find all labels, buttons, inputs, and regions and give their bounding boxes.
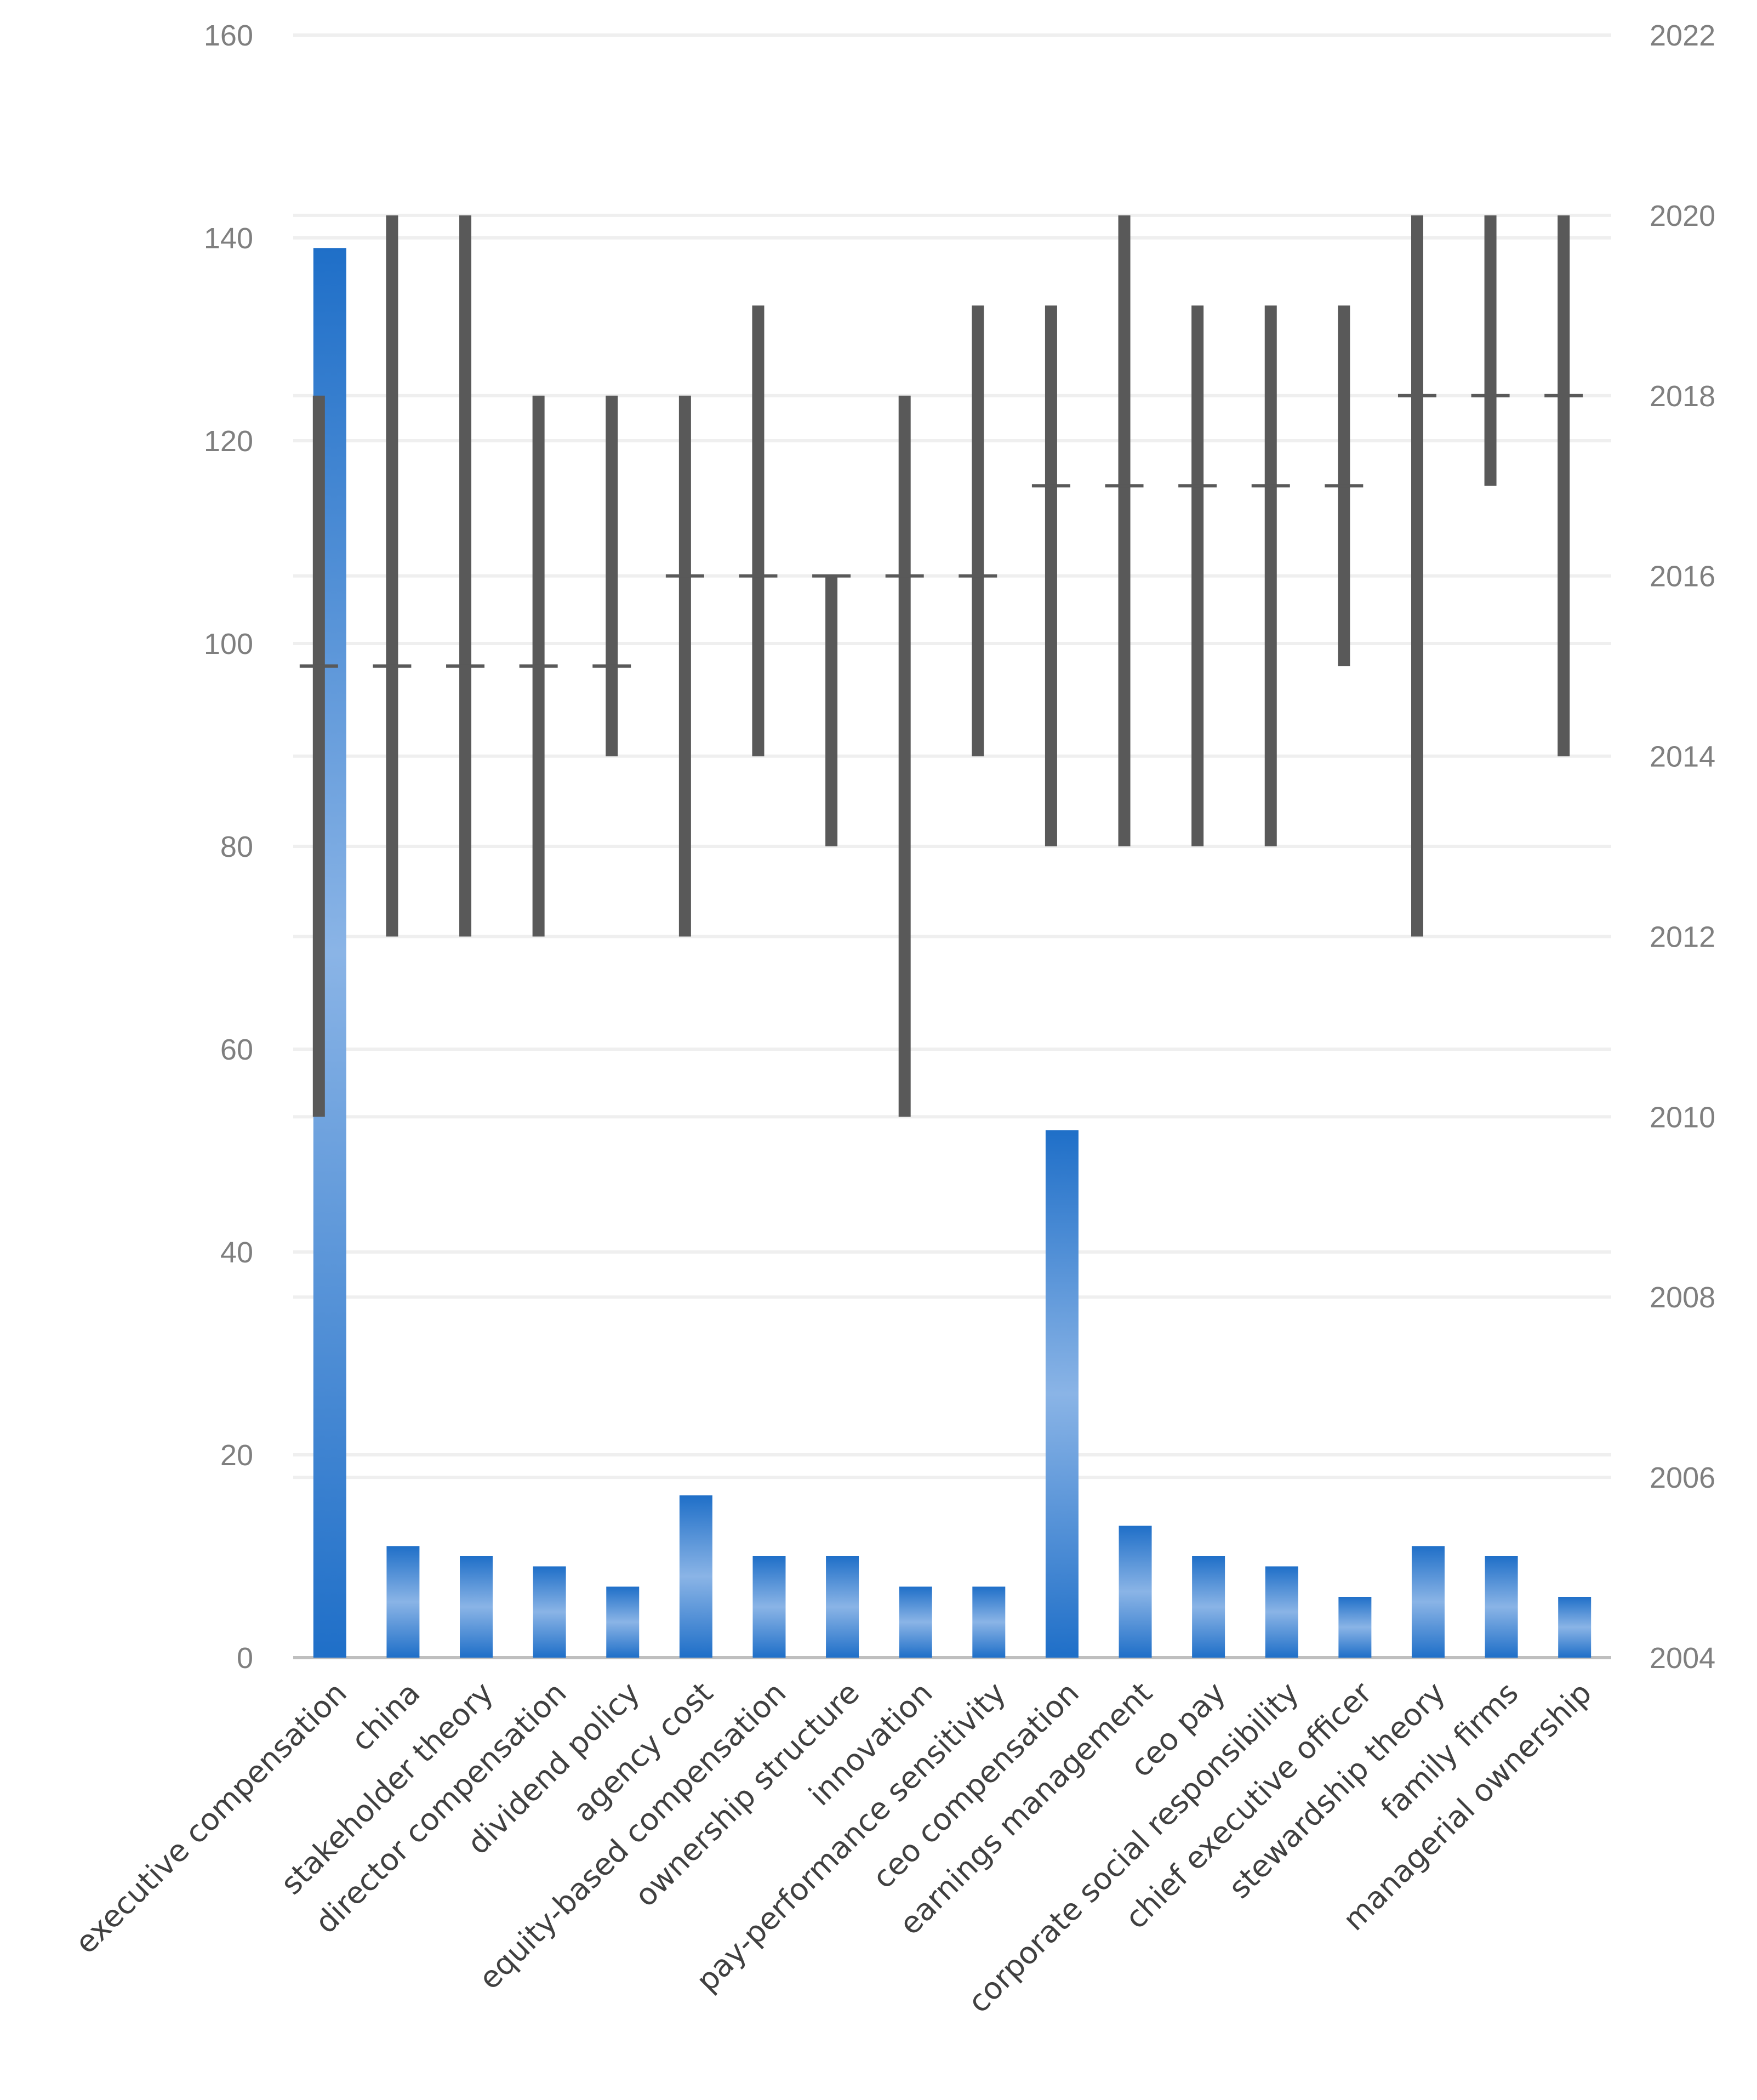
y-right-tick-label: 2004 — [1650, 1642, 1715, 1675]
bar-8 — [826, 1556, 859, 1658]
y-right-tick-label: 2018 — [1650, 380, 1715, 413]
y-left-tick-label: 0 — [237, 1642, 253, 1675]
y-right-tick-label: 2008 — [1650, 1281, 1715, 1314]
bar-12 — [1119, 1526, 1152, 1658]
y-right-tick-label: 2022 — [1650, 19, 1715, 52]
bar-3 — [460, 1556, 493, 1658]
y-right-tick-label: 2010 — [1650, 1101, 1715, 1134]
y-left-tick-label: 160 — [204, 19, 253, 52]
bar-2 — [386, 1546, 420, 1658]
bar-7 — [752, 1556, 786, 1658]
bar-6 — [679, 1495, 712, 1658]
bar-5 — [606, 1586, 640, 1658]
bar-18 — [1558, 1597, 1591, 1658]
year-range-series — [299, 215, 1583, 1117]
y-left-tick-label: 40 — [220, 1236, 253, 1269]
y-right-tick-label: 2012 — [1650, 920, 1715, 953]
y-left-tick-label: 80 — [220, 830, 253, 863]
y-left-tick-label: 100 — [204, 628, 253, 661]
y-right-tick-label: 2006 — [1650, 1461, 1715, 1494]
bar-10 — [972, 1586, 1006, 1658]
bar-4 — [533, 1566, 566, 1658]
y-right-tick-label: 2016 — [1650, 560, 1715, 593]
bar-11 — [1045, 1130, 1079, 1658]
left-axis: 0 20 40 60 80 100 120 140 160 — [204, 19, 253, 1675]
right-axis: 2004 2006 2008 2010 2012 2014 2016 2018 2020 2022 — [1650, 19, 1715, 1675]
bar-13 — [1192, 1556, 1225, 1658]
gridlines — [293, 33, 1611, 1659]
y-right-tick-label: 2014 — [1650, 741, 1715, 773]
bar-17 — [1485, 1556, 1518, 1658]
bar-14 — [1265, 1566, 1298, 1658]
y-left-tick-label: 60 — [220, 1033, 253, 1066]
frequency-bars — [313, 248, 1591, 1658]
bar-15 — [1338, 1597, 1372, 1658]
y-left-tick-label: 140 — [204, 222, 253, 255]
bar-16 — [1411, 1546, 1445, 1658]
y-left-tick-label: 20 — [220, 1439, 253, 1472]
bar-9 — [899, 1586, 932, 1658]
y-left-tick-label: 120 — [204, 425, 253, 458]
y-right-tick-label: 2020 — [1650, 200, 1715, 232]
